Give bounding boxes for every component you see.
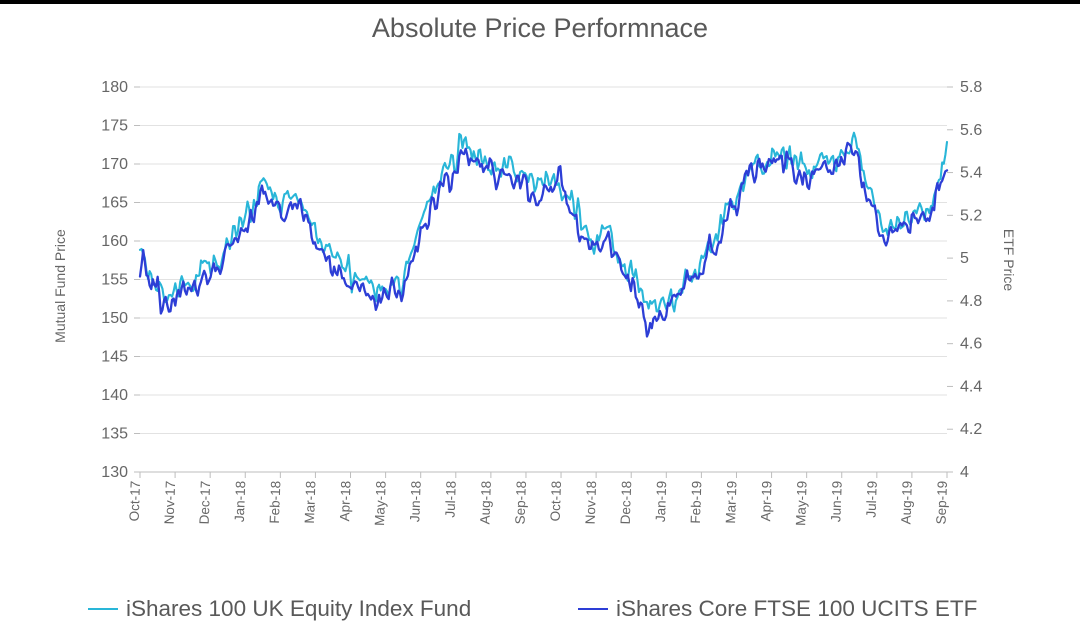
- svg-text:145: 145: [101, 349, 128, 366]
- svg-text:Jan-19: Jan-19: [653, 481, 669, 523]
- svg-text:4.2: 4.2: [960, 421, 982, 438]
- svg-text:Feb-18: Feb-18: [267, 481, 283, 524]
- svg-text:175: 175: [101, 118, 128, 135]
- svg-text:Jan-18: Jan-18: [232, 481, 248, 523]
- svg-text:Apr-18: Apr-18: [337, 481, 353, 522]
- svg-text:Feb-19: Feb-19: [688, 481, 704, 524]
- svg-text:5.4: 5.4: [960, 165, 982, 182]
- svg-text:May-18: May-18: [372, 481, 389, 527]
- svg-text:130: 130: [101, 464, 128, 481]
- svg-text:Oct-18: Oct-18: [548, 481, 564, 522]
- svg-text:Oct-17: Oct-17: [127, 481, 143, 522]
- svg-text:Jun-18: Jun-18: [407, 481, 423, 523]
- svg-text:155: 155: [101, 272, 128, 289]
- svg-text:Dec-18: Dec-18: [618, 481, 635, 525]
- svg-text:5.8: 5.8: [960, 79, 982, 96]
- svg-text:180: 180: [101, 79, 128, 96]
- svg-text:Mar-18: Mar-18: [302, 481, 318, 524]
- svg-text:170: 170: [101, 156, 128, 173]
- svg-text:4: 4: [960, 464, 969, 481]
- svg-text:4.4: 4.4: [960, 378, 982, 395]
- svg-text:150: 150: [101, 310, 128, 327]
- svg-text:Dec-17: Dec-17: [197, 481, 214, 525]
- svg-text:4.6: 4.6: [960, 336, 982, 353]
- svg-text:Apr-19: Apr-19: [758, 481, 774, 522]
- svg-text:Mar-19: Mar-19: [723, 481, 739, 524]
- svg-text:Jul-18: Jul-18: [443, 481, 459, 518]
- svg-text:Aug-19: Aug-19: [898, 481, 915, 525]
- svg-text:Aug-18: Aug-18: [477, 481, 494, 525]
- svg-text:165: 165: [101, 195, 128, 212]
- svg-text:Sep-19: Sep-19: [933, 481, 950, 525]
- svg-text:Jun-19: Jun-19: [828, 481, 844, 523]
- svg-text:160: 160: [101, 233, 128, 250]
- svg-text:Jul-19: Jul-19: [864, 481, 880, 518]
- svg-text:5.2: 5.2: [960, 207, 982, 224]
- svg-text:135: 135: [101, 426, 128, 443]
- svg-text:May-19: May-19: [793, 481, 810, 527]
- svg-text:140: 140: [101, 387, 128, 404]
- svg-text:5: 5: [960, 250, 969, 267]
- svg-text:5.6: 5.6: [960, 122, 982, 139]
- svg-text:Nov-17: Nov-17: [162, 481, 179, 525]
- svg-text:Nov-18: Nov-18: [583, 481, 600, 525]
- svg-text:4.8: 4.8: [960, 293, 982, 310]
- svg-text:Sep-18: Sep-18: [512, 481, 529, 525]
